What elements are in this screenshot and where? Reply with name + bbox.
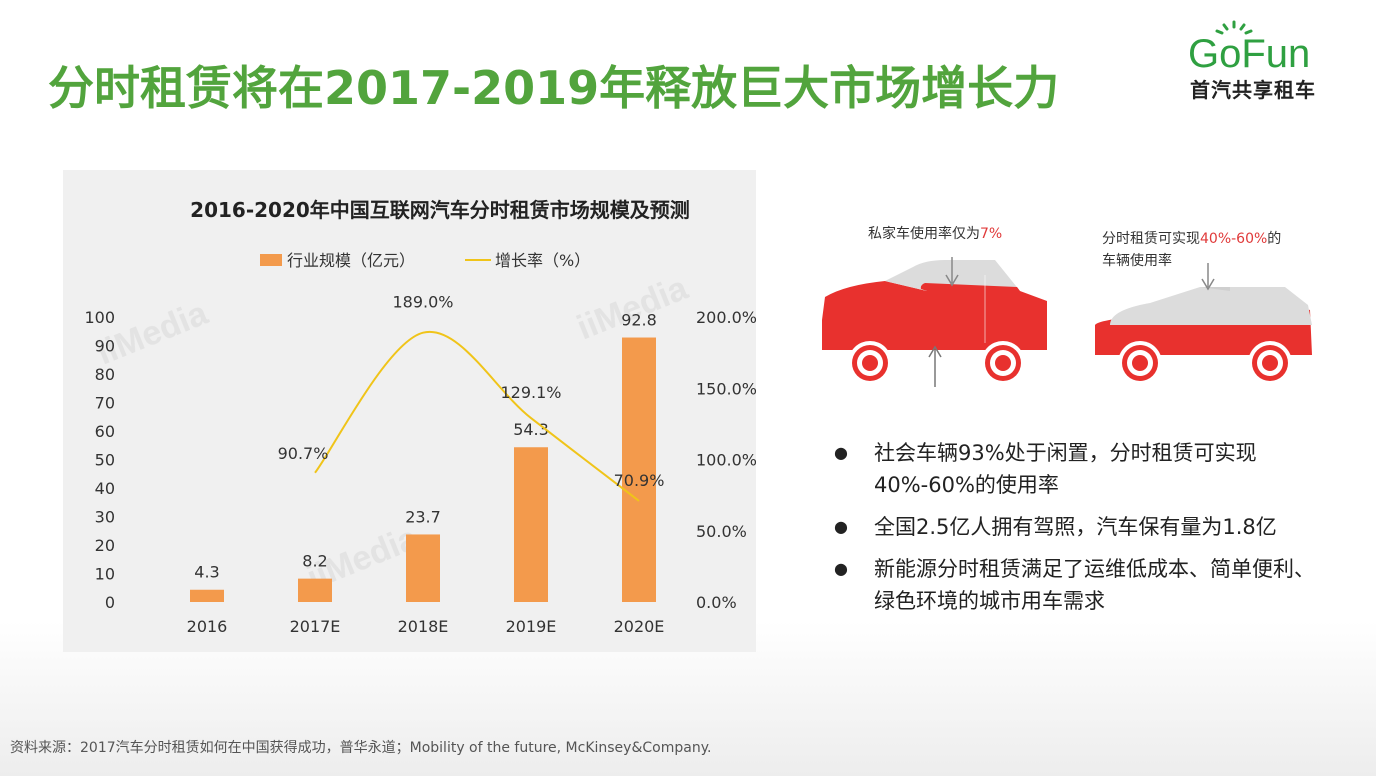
legend-line-label: 增长率（%） bbox=[495, 251, 590, 270]
bar bbox=[298, 578, 332, 602]
logo-wordmark: GoFun bbox=[1188, 32, 1311, 76]
right-axis-tick: 150.0% bbox=[696, 379, 756, 398]
left-axis-tick: 80 bbox=[95, 365, 115, 384]
bar-value-label: 4.3 bbox=[194, 563, 219, 582]
page-title: 分时租赁将在2017-2019年释放巨大市场增长力 bbox=[48, 61, 1060, 115]
private-car-caption: 私家车使用率仅为7% bbox=[868, 226, 1003, 242]
bar-value-label: 8.2 bbox=[302, 552, 327, 571]
line-value-label: 90.7% bbox=[278, 444, 329, 463]
growth-rate-line bbox=[314, 330, 640, 502]
x-axis-tick: 2019E bbox=[506, 617, 557, 636]
bullet-item: ● 社会车辆93%处于闲置，分时租赁可实现40%-60%的使用率 bbox=[834, 441, 1257, 497]
left-axis-tick: 0 bbox=[105, 593, 115, 612]
legend-bar-label: 行业规模（亿元） bbox=[287, 251, 415, 270]
left-axis-tick: 70 bbox=[95, 394, 115, 413]
chart-title: 2016-2020年中国互联网汽车分时租赁市场规模及预测 bbox=[190, 198, 690, 222]
x-axis-tick: 2020E bbox=[614, 617, 665, 636]
right-axis-tick: 0.0% bbox=[696, 593, 737, 612]
left-axis-tick: 90 bbox=[95, 337, 115, 356]
line-value-label: 129.1% bbox=[500, 383, 561, 402]
chart-watermark: iiMedia iiMedia iiMedia bbox=[92, 269, 694, 598]
market-size-chart: iiMedia iiMedia iiMedia 2016-2020年中国互联网汽… bbox=[63, 170, 756, 652]
bar bbox=[406, 534, 440, 602]
sun-rays-icon bbox=[1215, 20, 1253, 35]
right-axis-tick: 200.0% bbox=[696, 308, 756, 327]
svg-text:iiMedia: iiMedia bbox=[92, 294, 214, 373]
left-axis-tick: 40 bbox=[95, 479, 115, 498]
line-value-label: 70.9% bbox=[614, 471, 665, 490]
right-axis-tick: 50.0% bbox=[696, 522, 747, 541]
bullet-item: ● 全国2.5亿人拥有驾照，汽车保有量为1.8亿 bbox=[834, 515, 1277, 539]
right-axis-tick: 100.0% bbox=[696, 451, 756, 470]
bar bbox=[190, 589, 224, 602]
x-axis-tick: 2018E bbox=[398, 617, 449, 636]
left-axis-tick: 20 bbox=[95, 536, 115, 555]
shared-car-illustration bbox=[1095, 263, 1312, 385]
private-car-illustration bbox=[822, 257, 1047, 387]
left-axis-tick: 60 bbox=[95, 422, 115, 441]
logo-tagline: 首汽共享租车 bbox=[1190, 78, 1316, 102]
left-axis-tick: 50 bbox=[95, 451, 115, 470]
bar-value-label: 54.3 bbox=[513, 420, 549, 439]
shared-car-caption: 分时租赁可实现40%-60%的 车辆使用率 bbox=[1102, 231, 1282, 269]
left-axis-tick: 100 bbox=[84, 308, 115, 327]
chart-canvas: iiMedia iiMedia iiMedia 2016-2020年中国互联网汽… bbox=[84, 198, 756, 636]
x-axis-tick: 2016 bbox=[187, 617, 228, 636]
bar-value-label: 92.8 bbox=[621, 311, 657, 330]
left-axis-tick: 30 bbox=[95, 508, 115, 527]
source-note: 资料来源：2017汽车分时租赁如何在中国获得成功，普华永道；Mobility o… bbox=[10, 740, 712, 756]
bullet-item: ● 新能源分时租赁满足了运维低成本、简单便利、绿色环境的城市用车需求 bbox=[834, 557, 1315, 613]
bar bbox=[622, 337, 656, 602]
svg-text:iiMedia: iiMedia bbox=[572, 269, 694, 348]
key-points-list: ● 社会车辆93%处于闲置，分时租赁可实现40%-60%的使用率 ● 全国2.5亿人… bbox=[830, 437, 1330, 627]
bar bbox=[514, 447, 548, 602]
legend-bar-swatch bbox=[260, 254, 282, 266]
x-axis-tick: 2017E bbox=[290, 617, 341, 636]
bar-value-label: 23.7 bbox=[405, 507, 441, 526]
line-value-label: 189.0% bbox=[392, 293, 453, 312]
gofun-logo: GoFun 首汽共享租车 bbox=[1188, 20, 1348, 102]
left-axis-tick: 10 bbox=[95, 565, 115, 584]
